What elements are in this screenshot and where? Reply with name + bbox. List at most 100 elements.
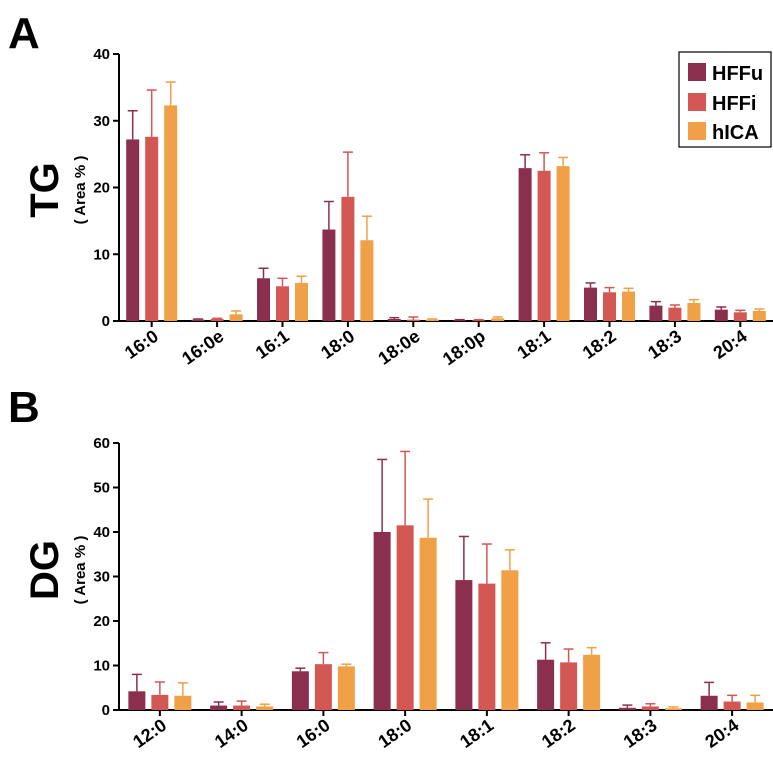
panel-a-bar-hffu-20-4 [714,309,728,321]
panel-a-ylabel: TG [23,162,67,218]
panel-b-bar-hica-18-3 [664,708,682,710]
legend-entry-hffi: HFFi [688,93,756,115]
panel-b-bar-hffu-16-0 [291,671,309,710]
panel-b-xtick-label-14-0: 14:0 [211,715,252,752]
panel-b-xtick-label-18-1: 18:1 [456,715,497,752]
panel-a-xtick-label-16-1: 16:1 [252,326,293,363]
panel-b-xtick-label-18-3: 18:3 [620,715,661,752]
panel-a-ytick-label: 30 [93,113,110,130]
legend-label-hffi: HFFi [712,93,756,115]
panel-a-bar-hica-18-1 [556,166,570,321]
panel-a-bar-hffu-18-1 [518,168,532,321]
panel-b-bar-hica-18-0 [419,537,437,710]
panel-a-bar-hffi-18-3 [668,307,682,321]
panel-b-xtick-label-12-0: 12:0 [129,715,170,752]
panel-b-bar-hica-18-1 [501,570,519,710]
panel-b-ytick-label: 10 [93,658,110,675]
panel-a-xtick-label-18-0e: 18:0e [374,326,423,369]
panel-a-bar-hffi-18-0e [406,319,420,321]
panel-b-bar-hffu-14-0 [210,705,228,710]
panel-b-ytick-label: 60 [93,435,110,452]
panel-a-bar-hica-18-0p [491,318,505,321]
legend-swatch-hica [688,122,706,140]
panel-a-bar-hica-20-4 [752,310,766,321]
panel-a-xtick-label-16-0e: 16:0e [178,326,227,369]
panel-b-xtick-label-18-2: 18:2 [538,715,579,752]
panel-a-bar-hffi-18-2 [603,292,616,321]
panel-a-bar-hffu-16-1 [257,278,270,321]
panel-b-bar-hffu-18-0 [373,532,391,710]
panel-b-bar-hffi-20-4 [723,701,741,710]
panel-a-bar-hffi-16-0e [210,318,224,321]
panel-a-ytick-label: 0 [102,313,110,330]
panel-b-ytick-label: 0 [102,702,110,719]
panel-b-bar-hica-12-0 [174,695,192,710]
panel-b-ytick-label: 50 [93,480,110,497]
panel-a-bar-hffu-18-3 [649,305,663,321]
panel-b-bar-hffu-18-1 [455,580,473,710]
legend: HFFu HFFi hICA [678,51,772,148]
panel-b-plot: 0 10 20 30 40 50 60 12:0 14:0 16:0 18:0 18:1 18:2 18:… [93,435,773,752]
legend-swatch-hffu [688,63,706,81]
panel-a-bar-hffu-18-2 [584,287,597,321]
panel-b-xtick-label-20-4: 20:4 [701,715,742,752]
panel-a-bar-hffu-16-0 [126,139,140,321]
legend-label-hffu: HFFu [712,63,763,85]
panel-b-letter: B [8,383,40,432]
panel-a-ytick-label: 10 [93,246,110,263]
panel-b-bar-hica-18-2 [583,654,601,710]
panel-b-bar-hffu-18-2 [537,659,555,710]
legend-label-hica: hICA [712,122,759,144]
panel-b-bar-hffu-20-4 [700,695,718,710]
panel-a-bar-hica-16-0e [229,314,243,321]
panel-b-bar-hffi-16-0 [314,664,332,710]
panel-b-bar-hffi-14-0 [233,705,251,710]
panel-a-ytick-label: 20 [93,180,110,197]
panel-a-xtick-label-18-0: 18:0 [317,326,358,363]
panel-b-bar-hffu-12-0 [128,691,146,710]
panel-a-bar-hffu-18-0e [387,318,401,321]
panel-a-xtick-label-18-2: 18:2 [579,326,620,363]
panel-a-bar-hffu-16-0e [191,319,205,321]
panel-a-ytick-label: 40 [93,46,110,63]
panel-a-bar-hica-18-2 [622,291,635,321]
panel-b-bar-hffi-18-1 [478,583,496,710]
panel-a-bar-hica-18-3 [687,302,701,321]
panel-a-bar-hica-18-0 [360,240,374,321]
panel-a-bar-hica-18-0e [425,319,439,321]
panel-a-xtick-label-16-0: 16:0 [121,326,162,363]
panel-a-bar-hffi-16-1 [276,286,289,321]
panel-a-xtick-label-18-0p: 18:0p [439,326,489,369]
panel-b-xtick-label-18-0: 18:0 [374,715,415,752]
panel-a-xtick-label-20-4: 20:4 [710,326,751,363]
panel-a-bar-hica-16-0 [164,105,178,322]
panel-a-bar-hica-16-1 [295,282,308,321]
panel-b-ylabel-sub: ( Area % ) [72,536,89,605]
panel-b-bar-hffi-18-3 [641,706,659,710]
panel-a-xtick-label-18-1: 18:1 [513,326,554,363]
panel-b-ylabel: DG [23,540,67,600]
panel-b-bar-hffi-18-0 [396,525,414,710]
panel-b: B DG ( Area % ) 0 10 20 30 40 50 60 12:0 14:0 16:… [8,383,773,752]
panel-a: A TG ( Area % ) 0 10 20 30 40 16:0 16:0e 16:1 18… [8,9,773,369]
panel-a-bar-hffi-18-0 [341,196,355,321]
legend-entry-hffu: HFFu [688,63,763,85]
panel-a-bar-hffi-16-0 [145,136,159,321]
legend-entry-hica: hICA [688,122,759,144]
legend-swatch-hffi [688,93,706,111]
panel-b-bar-hffi-18-2 [560,662,578,710]
panel-b-bar-hica-20-4 [746,702,764,710]
panel-b-xtick-label-16-0: 16:0 [293,715,334,752]
panel-a-ylabel-sub: ( Area % ) [72,156,89,225]
panel-b-ytick-label: 40 [93,524,110,541]
panel-a-bar-hffi-18-1 [537,170,551,321]
panel-b-bar-hffi-12-0 [151,694,169,710]
panel-a-xtick-label-18-3: 18:3 [644,326,685,363]
panel-a-bar-hffu-18-0p [453,320,467,322]
panel-b-bar-hica-16-0 [337,666,355,710]
panel-b-ytick-label: 20 [93,613,110,630]
panel-a-bar-hffi-20-4 [733,312,747,321]
panel-a-bar-hffi-18-0p [472,320,486,322]
panel-a-letter: A [8,9,40,58]
